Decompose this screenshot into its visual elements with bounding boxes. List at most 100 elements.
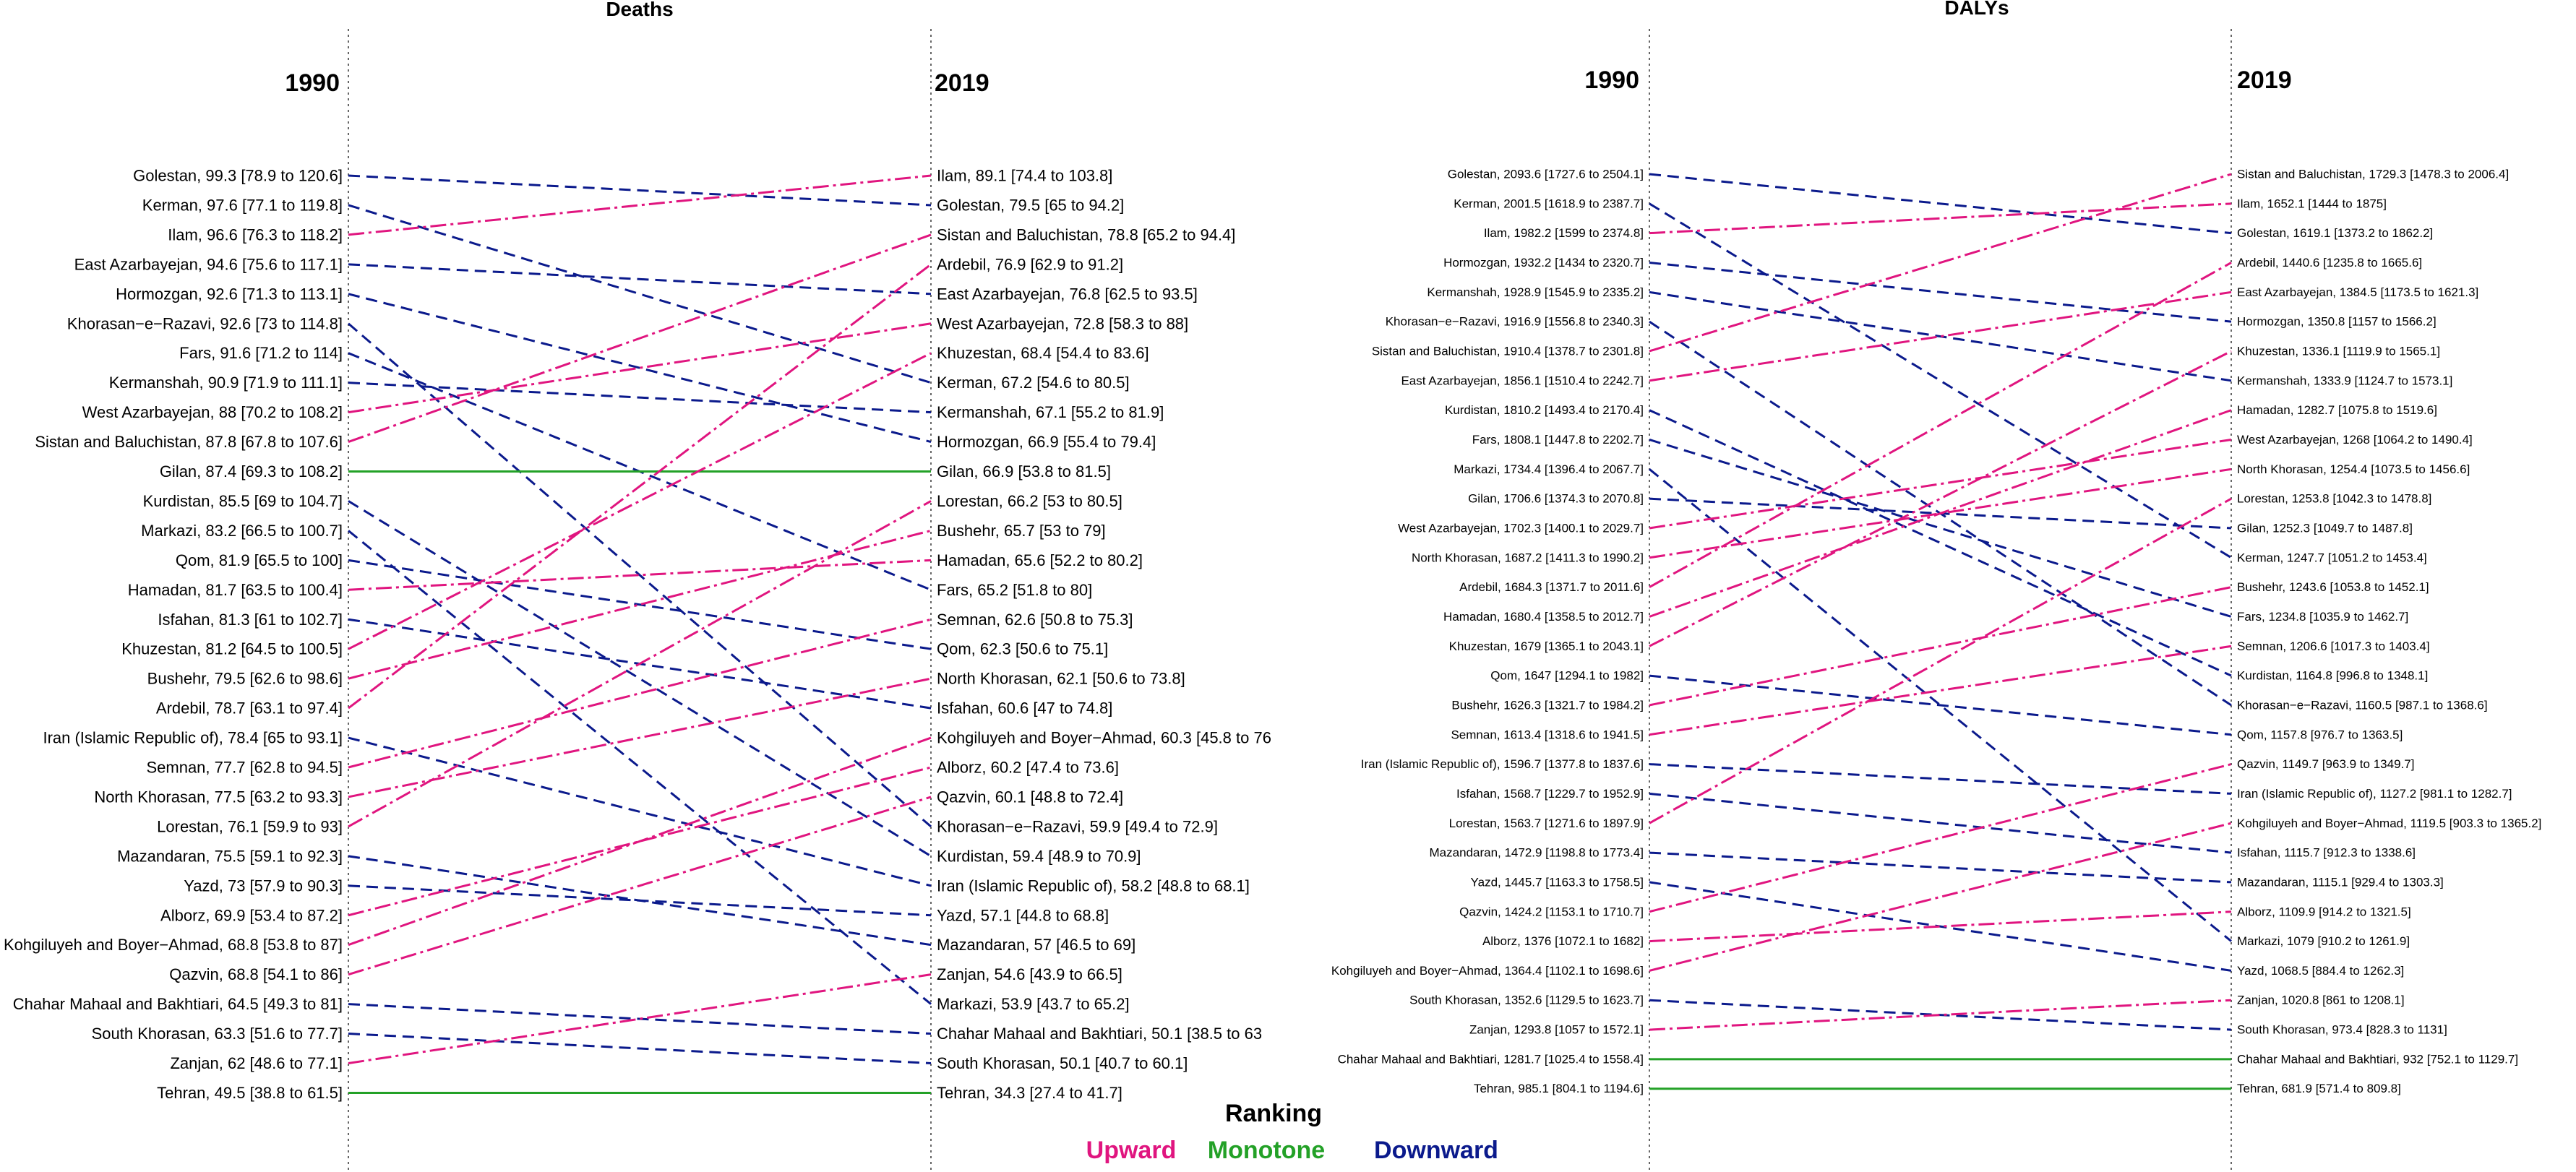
deaths-right-labels: Ilam, 89.1 [74.4 to 103.8] Golestan, 79.5… <box>937 167 1271 1102</box>
deaths-line-hamadan <box>348 559 932 591</box>
dalys-right-label-alborz: Alborz, 1109.9 [914.2 to 1321.5] <box>2237 905 2411 918</box>
dalys-right-label-south-khorasan: South Khorasan, 973.4 [828.3 to 1131] <box>2237 1023 2447 1037</box>
deaths-left-label-qom: Qom, 81.9 [65.5 to 100] <box>176 551 343 569</box>
dalys-left-label-fars: Fars, 1808.1 [1447.8 to 2202.7] <box>1472 433 1644 447</box>
deaths-left-label-tehran: Tehran, 49.5 [38.8 to 61.5] <box>157 1084 343 1102</box>
dalys-right-label-khorasan-e-razavi: Khorasan−e−Razavi, 1160.5 [987.1 to 1368… <box>2237 698 2488 712</box>
deaths-right-label-north-khorasan: North Khorasan, 62.1 [50.6 to 73.8] <box>937 670 1185 688</box>
deaths-line-markazi <box>348 530 932 1005</box>
legend-downward: Downward <box>1374 1137 1498 1164</box>
dalys-line-south-khorasan <box>1649 999 2232 1031</box>
dalys-left-label-west-azarbayejan: West Azarbayejan, 1702.3 [1400.1 to 2029… <box>1398 521 1644 535</box>
dalys-line-markazi <box>1649 468 2232 942</box>
dalys-left-label-chahar-mahaal-and-bakhtiari: Chahar Mahaal and Bakhtiari, 1281.7 [102… <box>1338 1052 1644 1066</box>
deaths-right-label-isfahan: Isfahan, 60.6 [47 to 74.8] <box>937 699 1112 718</box>
deaths-right-label-ilam: Ilam, 89.1 [74.4 to 103.8] <box>937 167 1112 185</box>
deaths-line-west-azarbayejan <box>348 322 932 414</box>
dalys-right-label-kermanshah: Kermanshah, 1333.9 [1124.7 to 1573.1] <box>2237 374 2452 387</box>
dalys-right-label-lorestan: Lorestan, 1253.8 [1042.3 to 1478.8] <box>2237 492 2431 506</box>
deaths-line-ardebil <box>348 263 932 710</box>
dalys-line-kerman <box>1649 202 2232 559</box>
dalys-right-label-semnan: Semnan, 1206.6 [1017.3 to 1403.4] <box>2237 639 2430 653</box>
dalys-left-label-khorasan-e-razavi: Khorasan−e−Razavi, 1916.9 [1556.8 to 234… <box>1386 315 1644 329</box>
dalys-left-label-markazi: Markazi, 1734.4 [1396.4 to 2067.7] <box>1454 462 1644 476</box>
deaths-right-label-gilan: Gilan, 66.9 [53.8 to 81.5] <box>937 462 1111 481</box>
deaths-left-label-golestan: Golestan, 99.3 [78.9 to 120.6] <box>133 167 343 185</box>
deaths-line-alborz <box>348 766 932 917</box>
dalys-line-north-khorasan <box>1649 467 2232 559</box>
deaths-left-label-gilan: Gilan, 87.4 [69.3 to 108.2] <box>160 462 343 481</box>
dalys-right-label-hamadan: Hamadan, 1282.7 [1075.8 to 1519.6] <box>2237 403 2437 417</box>
deaths-line-qom <box>348 559 932 650</box>
deaths-line-iran-islamic-republic-of <box>348 736 932 887</box>
deaths-line-east-azarbayejan <box>348 263 932 296</box>
deaths-line-sistan-and-baluchistan <box>348 233 932 443</box>
dalys-left-label-hormozgan: Hormozgan, 1932.2 [1434 to 2320.7] <box>1443 256 1644 270</box>
dalys-right-label-gilan: Gilan, 1252.3 [1049.7 to 1487.8] <box>2237 521 2413 535</box>
dalys-left-label-yazd: Yazd, 1445.7 [1163.3 to 1758.5] <box>1471 875 1644 889</box>
deaths-right-label-alborz: Alborz, 60.2 [47.4 to 73.6] <box>937 759 1119 777</box>
dalys-left-label-hamadan: Hamadan, 1680.4 [1358.5 to 2012.7] <box>1443 610 1644 624</box>
dalys-line-mazandaran <box>1649 851 2232 884</box>
dalys-left-label-iran-islamic-republic-of: Iran (Islamic Republic of), 1596.7 [1377… <box>1361 757 1644 771</box>
dalys-line-qom <box>1649 674 2232 736</box>
dalys-left-year: 1990 <box>1584 66 1639 94</box>
dalys-line-sistan-and-baluchistan <box>1649 173 2232 353</box>
dalys-right-label-qom: Qom, 1157.8 [976.7 to 1363.5] <box>2237 728 2403 741</box>
deaths-right-label-zanjan: Zanjan, 54.6 [43.9 to 66.5] <box>937 965 1122 983</box>
deaths-right-label-khuzestan: Khuzestan, 68.4 [54.4 to 83.6] <box>937 344 1149 362</box>
dalys-line-west-azarbayejan <box>1649 438 2232 530</box>
legend-title: Ranking <box>1225 1100 1322 1127</box>
deaths-left-label-mazandaran: Mazandaran, 75.5 [59.1 to 92.3] <box>117 847 343 865</box>
dalys-left-label-south-khorasan: South Khorasan, 1352.6 [1129.5 to 1623.7… <box>1409 994 1644 1007</box>
dalys-left-label-isfahan: Isfahan, 1568.7 [1229.7 to 1952.9] <box>1456 787 1644 801</box>
deaths-left-label-markazi: Markazi, 83.2 [66.5 to 100.7] <box>141 522 343 540</box>
dalys-right-label-kurdistan: Kurdistan, 1164.8 [996.8 to 1348.1] <box>2237 669 2428 683</box>
deaths-right-label-fars: Fars, 65.2 [51.8 to 80] <box>937 581 1092 599</box>
dalys-left-label-lorestan: Lorestan, 1563.7 [1271.6 to 1897.9] <box>1449 816 1644 830</box>
dalys-right-year: 2019 <box>2237 66 2292 94</box>
dalys-right-label-fars: Fars, 1234.8 [1035.9 to 1462.7] <box>2237 610 2408 624</box>
dalys-line-kermanshah <box>1649 290 2232 382</box>
deaths-left-label-sistan-and-baluchistan: Sistan and Baluchistan, 87.8 [67.8 to 10… <box>35 433 343 451</box>
dalys-line-qazvin <box>1649 763 2232 913</box>
deaths-left-label-chahar-mahaal-and-bakhtiari: Chahar Mahaal and Bakhtiari, 64.5 [49.3 … <box>13 995 343 1013</box>
deaths-line-chahar-mahaal-and-bakhtiari <box>348 1003 932 1035</box>
deaths-right-label-qazvin: Qazvin, 60.1 [48.8 to 72.4] <box>937 788 1123 806</box>
deaths-right-label-lorestan: Lorestan, 66.2 [53 to 80.5] <box>937 492 1122 510</box>
dalys-right-label-north-khorasan: North Khorasan, 1254.4 [1073.5 to 1456.6… <box>2237 462 2470 476</box>
deaths-panel-title: Deaths <box>606 0 673 20</box>
dalys-line-alborz <box>1649 910 2232 943</box>
dalys-line-semnan <box>1649 645 2232 736</box>
deaths-line-north-khorasan <box>348 677 932 798</box>
deaths-right-label-kurdistan: Kurdistan, 59.4 [48.9 to 70.9] <box>937 847 1141 865</box>
dalys-line-hamadan <box>1649 409 2232 618</box>
dalys-left-label-ardebil: Ardebil, 1684.3 [1371.7 to 2011.6] <box>1459 580 1644 594</box>
deaths-left-label-khorasan-e-razavi: Khorasan−e−Razavi, 92.6 [73 to 114.8] <box>67 314 343 332</box>
dalys-left-label-east-azarbayejan: East Azarbayejan, 1856.1 [1510.4 to 2242… <box>1401 374 1644 387</box>
deaths-right-label-markazi: Markazi, 53.9 [43.7 to 65.2] <box>937 995 1130 1013</box>
deaths-left-label-yazd: Yazd, 73 [57.9 to 90.3] <box>184 876 343 895</box>
deaths-line-south-khorasan <box>348 1033 932 1064</box>
dalys-right-label-ilam: Ilam, 1652.1 [1444 to 1875] <box>2237 197 2387 210</box>
dalys-left-label-zanjan: Zanjan, 1293.8 [1057 to 1572.1] <box>1469 1023 1644 1037</box>
dalys-left-label-mazandaran: Mazandaran, 1472.9 [1198.8 to 1773.4] <box>1430 846 1644 860</box>
dalys-line-golestan <box>1649 173 2232 235</box>
dalys-left-label-sistan-and-baluchistan: Sistan and Baluchistan, 1910.4 [1378.7 t… <box>1372 344 1644 358</box>
deaths-right-label-iran-islamic-republic-of: Iran (Islamic Republic of), 58.2 [48.8 t… <box>937 876 1250 895</box>
deaths-left-label-south-khorasan: South Khorasan, 63.3 [51.6 to 77.7] <box>92 1025 343 1043</box>
deaths-line-golestan <box>348 174 932 207</box>
deaths-right-label-chahar-mahaal-and-bakhtiari: Chahar Mahaal and Bakhtiari, 50.1 [38.5 … <box>937 1025 1262 1043</box>
deaths-right-label-mazandaran: Mazandaran, 57 [46.5 to 69] <box>937 936 1135 954</box>
dalys-left-label-north-khorasan: North Khorasan, 1687.2 [1411.3 to 1990.2… <box>1412 551 1644 564</box>
dalys-right-label-khuzestan: Khuzestan, 1336.1 [1119.9 to 1565.1] <box>2237 344 2440 358</box>
deaths-line-semnan <box>348 618 932 769</box>
dalys-right-label-zanjan: Zanjan, 1020.8 [861 to 1208.1] <box>2237 994 2405 1007</box>
deaths-right-label-tehran: Tehran, 34.3 [27.4 to 41.7] <box>937 1084 1122 1102</box>
deaths-right-label-kohgiluyeh-and-boyer-ahmad: Kohgiluyeh and Boyer−Ahmad, 60.3 [45.8 t… <box>937 729 1271 747</box>
dalys-right-label-ardebil: Ardebil, 1440.6 [1235.8 to 1665.6] <box>2237 256 2422 270</box>
deaths-line-hormozgan <box>348 293 932 444</box>
dalys-left-label-alborz: Alborz, 1376 [1072.1 to 1682] <box>1482 934 1644 948</box>
dalys-right-label-east-azarbayejan: East Azarbayejan, 1384.5 [1173.5 to 1621… <box>2237 285 2478 299</box>
dalys-right-label-west-azarbayejan: West Azarbayejan, 1268 [1064.2 to 1490.4… <box>2237 433 2473 447</box>
